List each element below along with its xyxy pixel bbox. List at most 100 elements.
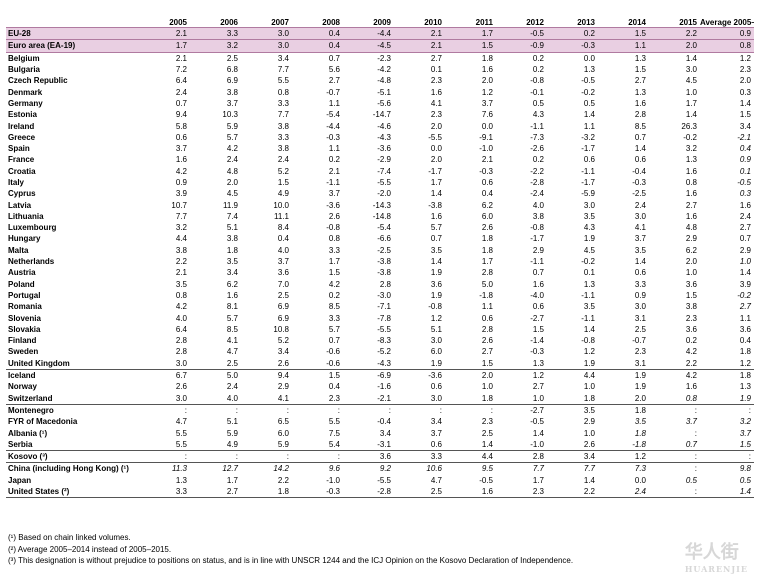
table-cell: 3.4 [430, 417, 442, 427]
table-cell: 4.5 [226, 189, 238, 199]
table-cell: 3.3 [394, 449, 445, 463]
table-cell: 3.0 [634, 302, 646, 312]
table-row: Italy 0.9 2.0 1.5 -1.1 -5.5 1.7 0.6 -2.8 -1.7 -0.3… [6, 177, 754, 188]
table-cell: 5.7 [430, 223, 442, 233]
row-label: Albania (¹) [8, 428, 48, 438]
row-label: France [8, 155, 35, 165]
table-body: EU-28 2.1 3.3 3.0 0.4 -4.4 2.1 1.7 -0.5 0.2 1.5 2.2… [6, 26, 754, 499]
table-cell: 3.4 [277, 347, 289, 357]
table-cell: -1.8 [632, 439, 646, 449]
table-cell: 3.1 [634, 313, 646, 323]
table-cell: 6.5 [277, 417, 289, 427]
table-cell: 1.6 [685, 211, 697, 221]
table-cell: 0.3 [739, 189, 751, 199]
table-cell: 3.4 [739, 121, 751, 131]
table-cell: 2.3 [328, 393, 340, 403]
row-label: Lithuania [8, 211, 44, 221]
table-cell: 2.0 [649, 39, 700, 53]
table-cell: 1.1 [481, 302, 493, 312]
table-cell: 0.8 [700, 39, 754, 53]
table-cell: 0.7 [532, 268, 544, 278]
table-cell: 1.4 [634, 144, 646, 154]
table-cell: -0.2 [581, 257, 595, 267]
table-row: Austria 2.1 3.4 3.6 1.5 -3.8 1.9 2.8 0.7 0.1 0.6 1.… [6, 267, 754, 278]
table-cell: 2.4 [277, 155, 289, 165]
table-cell: 1.8 [583, 393, 595, 403]
table-cell: 1.6 [445, 485, 496, 499]
table-cell: -3.6 [326, 200, 340, 210]
table-cell: 1.8 [481, 245, 493, 255]
table-cell: 2.6 [277, 358, 289, 368]
table-cell: : [292, 449, 343, 463]
table-cell: 2.8 [496, 449, 547, 463]
table-cell: -2.7 [530, 313, 544, 323]
table-row: Denmark 2.4 3.8 0.8 -0.7 -5.1 1.6 1.2 -0.1 -0.2 1.… [6, 86, 754, 97]
table-cell: 2.7 [430, 53, 442, 63]
table-cell: 11.9 [223, 200, 238, 210]
table-cell: 2.5 [481, 428, 493, 438]
table-cell: 3.0 [241, 26, 292, 40]
table-cell: 2.6 [328, 211, 340, 221]
table-cell: 2.8 [481, 268, 493, 278]
table-cell: 2.4 [226, 155, 238, 165]
column-header: 2013 [547, 8, 598, 28]
table-cell: -3.2 [581, 132, 595, 142]
table-cell: 1.9 [430, 268, 442, 278]
table-cell: 9.4 [175, 110, 187, 120]
table-cell: 3.2 [685, 144, 697, 154]
table-cell: 11.1 [274, 211, 289, 221]
table-cell: 0.8 [277, 87, 289, 97]
table-cell: -0.6 [326, 358, 340, 368]
table-cell: 3.3 [328, 313, 340, 323]
table-cell: -4.4 [343, 26, 394, 40]
table-cell: -9.1 [479, 132, 493, 142]
table-cell: 2.0 [430, 121, 442, 131]
table-cell: 1.4 [481, 439, 493, 449]
table-cell: 0.7 [328, 53, 340, 63]
table-cell: 10.8 [273, 324, 289, 334]
table-cell: -4.3 [377, 358, 391, 368]
table-cell: 1.8 [700, 368, 754, 382]
table-cell: 2.1 [175, 53, 187, 63]
table-cell: 3.3 [328, 245, 340, 255]
table-cell: 4.9 [226, 439, 238, 449]
table-cell: 1.6 [430, 87, 442, 97]
table-cell: -0.3 [632, 178, 646, 187]
column-header: 2014 [598, 8, 649, 28]
table-cell: 6.2 [226, 279, 238, 289]
table-cell: 11.3 [139, 462, 190, 475]
table-cell: 4.2 [685, 347, 697, 357]
table-cell: 1.8 [226, 245, 238, 255]
table-cell: 3.2 [190, 39, 241, 53]
table-cell: 1.4 [634, 257, 646, 267]
table-cell: 2.1 [394, 26, 445, 40]
row-label: United Kingdom [8, 358, 70, 368]
table-cell: 2.3 [739, 65, 751, 75]
table-cell: 0.4 [328, 382, 340, 392]
table-cell: 0.0 [481, 121, 493, 131]
table-cell: -8.3 [377, 336, 391, 346]
table-cell: 7.6 [481, 110, 493, 120]
table-cell: 4.1 [634, 223, 646, 233]
table-cell: : [394, 403, 445, 417]
row-label: United States (²) [6, 485, 139, 499]
table-cell: 7.3 [598, 462, 649, 475]
table-cell: 1.6 [685, 166, 697, 176]
table-cell: -0.5 [581, 76, 595, 86]
table-cell: 4.9 [277, 189, 289, 199]
table-cell: -1.7 [530, 234, 544, 244]
table-cell: 0.9 [739, 155, 751, 165]
row-label: Austria [8, 268, 36, 278]
table-cell: -1.1 [530, 121, 544, 131]
table-cell: -2.5 [632, 189, 646, 199]
table-cell: 2.2 [277, 475, 289, 485]
table-cell: 2.0 [445, 368, 496, 382]
table-cell: 4.8 [685, 223, 697, 233]
table-cell: 4.2 [175, 166, 187, 176]
table-cell: 1.3 [532, 358, 544, 368]
table-cell: 4.0 [277, 245, 289, 255]
table-cell: -0.3 [326, 132, 340, 142]
table-row: Euro area (EA-19) 1.7 3.2 3.0 0.4 -4.5 2.1 1.5-… [6, 39, 754, 53]
table-cell: 3.5 [226, 257, 238, 267]
table-cell: 3.5 [547, 403, 598, 417]
